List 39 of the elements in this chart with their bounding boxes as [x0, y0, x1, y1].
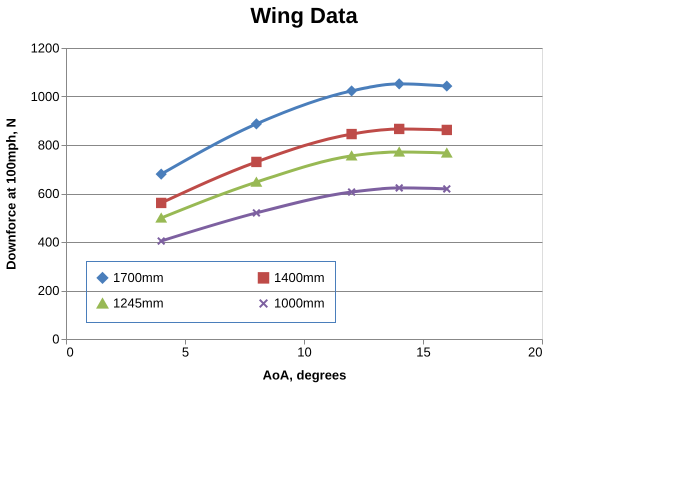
point [156, 236, 166, 246]
legend-label: 1700mm [113, 270, 164, 285]
x-tick-label: 0 [66, 344, 74, 360]
point [252, 208, 261, 218]
point [251, 118, 262, 130]
x-tick-label: 5 [182, 344, 190, 360]
point [156, 213, 166, 223]
legend-label: 1000mm [274, 296, 325, 310]
point [442, 80, 452, 92]
point [346, 86, 357, 96]
point [251, 156, 262, 168]
legend-label: 1245mm [113, 296, 164, 310]
y-tick-label: 400 [38, 234, 60, 250]
chart-title: Wing Data [250, 3, 358, 28]
point [346, 128, 357, 140]
y-tick-label: 800 [38, 138, 60, 152]
point [347, 188, 356, 196]
point [156, 168, 166, 180]
y-tick-label: 0 [52, 332, 60, 346]
point [442, 148, 452, 158]
y-tick-label: 1000 [30, 89, 60, 104]
y-tick-label: 1200 [30, 40, 60, 56]
point [394, 147, 404, 157]
x-tick-label: 15 [416, 344, 431, 360]
point [156, 198, 166, 208]
point [251, 177, 262, 187]
y-axis-title: Downforce at 100mph, N [4, 118, 19, 270]
point [394, 184, 404, 192]
point [442, 184, 452, 194]
point [346, 151, 357, 161]
point [394, 124, 404, 134]
x-tick-label: 10 [297, 344, 312, 360]
y-tick-label: 200 [38, 283, 60, 298]
point [394, 78, 404, 90]
x-axis-title: AoA, degrees [262, 368, 346, 382]
y-tick-label: 600 [38, 186, 60, 201]
x-tick-label: 20 [528, 344, 542, 360]
point [442, 124, 452, 136]
legend-label: 1400mm [274, 270, 325, 285]
